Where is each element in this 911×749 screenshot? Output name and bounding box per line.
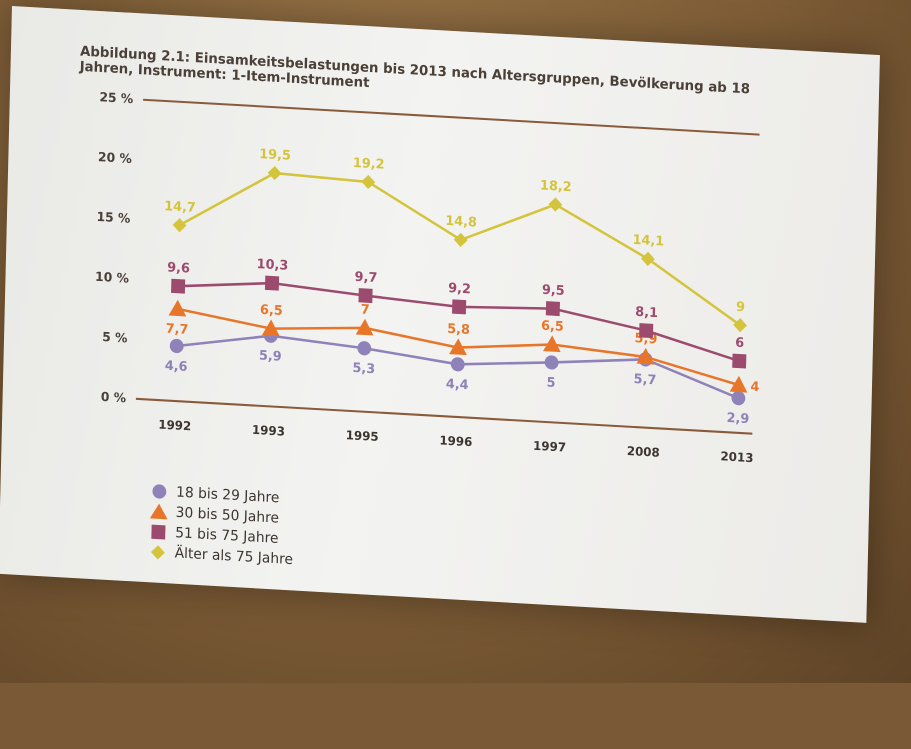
- legend-item: 18 bis 29 Jahre: [148, 481, 294, 510]
- y-tick-label: 5 %: [102, 329, 128, 346]
- diamond-marker: [733, 318, 748, 333]
- data-label: 14,1: [632, 233, 664, 250]
- circle-marker: [450, 357, 465, 372]
- data-label: 18,2: [540, 178, 572, 195]
- data-label: 9,2: [448, 281, 471, 297]
- y-tick-label: 15 %: [96, 209, 131, 226]
- data-label: 19,2: [353, 156, 385, 173]
- square-marker: [264, 275, 280, 291]
- diamond-marker: [267, 165, 282, 181]
- slide: Abbildung 2.1: Einsamkeitsbelastungen bi…: [0, 6, 880, 623]
- data-label: 2,9: [726, 411, 749, 427]
- legend-label: Älter als 75 Jahre: [174, 545, 294, 569]
- data-label: 6,5: [541, 319, 564, 335]
- top-reference-line: [143, 98, 760, 136]
- data-label: 6: [735, 335, 744, 351]
- data-label: 7: [361, 302, 370, 318]
- y-tick-label: 20 %: [98, 149, 133, 166]
- square-marker: [545, 301, 560, 317]
- data-label: 7,7: [166, 321, 189, 337]
- data-label: 6,5: [260, 303, 283, 319]
- circle-marker: [544, 355, 559, 370]
- data-label: 5,8: [447, 322, 470, 338]
- circle-marker: [169, 338, 184, 354]
- y-tick-label: 25 %: [99, 89, 134, 106]
- square-marker: [358, 288, 373, 304]
- triangle-marker: [636, 347, 655, 365]
- data-label: 4,4: [446, 377, 469, 393]
- square-marker: [171, 278, 186, 294]
- x-tick-label: 2013: [720, 449, 753, 465]
- x-tick-label: 1993: [252, 423, 285, 439]
- x-tick-label: 1996: [439, 433, 472, 449]
- legend: 18 bis 29 Jahre 30 bis 50 Jahre 51 bis 75 …: [147, 481, 295, 570]
- circle-legend-icon: [148, 481, 170, 503]
- data-label: 5,3: [352, 361, 375, 377]
- square-marker: [452, 299, 467, 315]
- diamond-marker: [361, 174, 376, 190]
- triangle-legend-icon: [148, 501, 170, 523]
- legend-item: 30 bis 50 Jahre: [148, 501, 294, 530]
- circle-marker: [731, 391, 746, 406]
- diamond-marker: [172, 218, 187, 233]
- data-label: 9,5: [542, 283, 565, 299]
- triangle-marker: [542, 335, 561, 353]
- data-label: 9,6: [167, 260, 190, 276]
- data-label: 8,1: [635, 305, 658, 321]
- x-axis-line: [135, 397, 753, 435]
- data-label: 5: [546, 375, 555, 391]
- legend-item: Älter als 75 Jahre: [147, 542, 293, 571]
- data-label: 9,7: [354, 270, 377, 286]
- triangle-marker: [261, 319, 280, 337]
- data-label: 4,6: [165, 359, 188, 375]
- line-chart: 0 % 5 % 10 % 15 % 20 % 25 % 1992 1993 1995 1996 19…: [95, 89, 760, 465]
- data-label: 5,7: [633, 372, 656, 388]
- data-label: 14,7: [164, 199, 196, 216]
- square-marker: [732, 353, 747, 369]
- y-tick-label: 0 %: [101, 389, 127, 406]
- triangle-marker: [355, 318, 374, 336]
- diamond-marker: [548, 197, 563, 212]
- data-label: 4: [750, 380, 759, 396]
- diamond-marker: [640, 251, 655, 266]
- legend-item: 51 bis 75 Jahre: [147, 521, 293, 550]
- data-label: 14,8: [445, 214, 477, 231]
- triangle-marker: [729, 375, 748, 393]
- x-tick-label: 1997: [533, 439, 566, 455]
- x-tick-label: 2008: [627, 444, 660, 460]
- y-tick-label: 10 %: [95, 269, 130, 286]
- projection-screen: Abbildung 2.1: Einsamkeitsbelastungen bi…: [0, 6, 911, 749]
- data-label: 5,9: [259, 348, 282, 364]
- diamond-legend-icon: [147, 542, 169, 564]
- square-marker: [639, 323, 654, 339]
- triangle-marker: [168, 299, 187, 317]
- x-tick-label: 1995: [346, 428, 379, 444]
- data-label: 10,3: [256, 257, 288, 274]
- diamond-marker: [453, 232, 468, 247]
- circle-marker: [357, 341, 372, 356]
- triangle-marker: [449, 338, 467, 356]
- x-tick-label: 1992: [158, 417, 191, 433]
- data-label: 19,5: [259, 147, 291, 164]
- square-legend-icon: [147, 521, 169, 543]
- data-label: 9: [736, 300, 745, 316]
